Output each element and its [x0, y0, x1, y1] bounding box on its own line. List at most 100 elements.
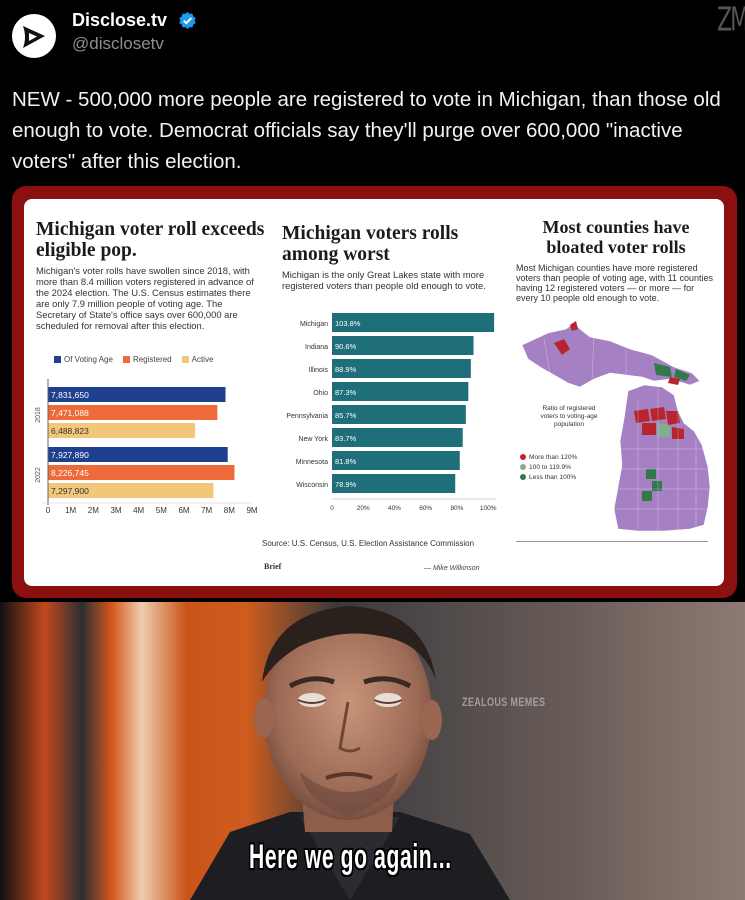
panel1-legend: Of Voting Age Registered Active — [54, 355, 213, 364]
x-tick-label: 0 — [330, 505, 334, 512]
legend-label: More than 120% — [529, 454, 578, 461]
legend-item: Active — [181, 355, 214, 364]
bar — [332, 451, 460, 470]
legend-item: Of Voting Age — [54, 355, 113, 364]
bar — [332, 336, 474, 355]
source-note: Source: U.S. Census, U.S. Election Assis… — [262, 539, 475, 548]
meme-caption: Here we go again... — [249, 838, 452, 876]
brand-logo: Brief — [264, 562, 282, 571]
x-tick-label: 20% — [357, 505, 370, 512]
category-label: Minnesota — [296, 459, 328, 466]
legend-swatch — [54, 356, 61, 363]
category-label: Illinois — [309, 367, 329, 374]
bar-label: 78.9% — [335, 480, 357, 489]
x-tick-label: 9M — [246, 506, 257, 515]
bar-label: 81.8% — [335, 457, 357, 466]
panel3-description: Most Michigan counties have more registe… — [516, 263, 713, 303]
county-high — [666, 411, 680, 425]
x-tick-label: 4M — [133, 506, 144, 515]
michigan-county-map — [521, 321, 711, 532]
upper-peninsula — [521, 322, 701, 388]
bar-of-voting-age — [48, 387, 226, 402]
x-tick-label: 60% — [419, 505, 432, 512]
bar-active — [48, 483, 214, 498]
category-label: Ohio — [313, 390, 328, 397]
group-label: 2018 — [35, 407, 42, 423]
byline: — Mike Wilkinson — [424, 565, 480, 572]
bar — [332, 474, 456, 493]
x-tick-label: 80% — [450, 505, 463, 512]
panel1-title: Michigan voter roll exceeds eligible pop… — [36, 219, 265, 261]
bar — [332, 405, 466, 424]
voter-roll-bar-chart: 7,831,650 7,471,088 6,488,823 2018 7,927,890… — [35, 379, 258, 515]
county-low — [654, 363, 672, 377]
bar-label: 7,927,890 — [51, 450, 89, 460]
legend-label: 100 to 119.9% — [529, 464, 572, 471]
county-low — [646, 469, 656, 479]
legend-item: Registered — [122, 355, 172, 364]
legend-dot — [520, 474, 526, 481]
panel1-description: Michigan's voter rolls have swollen sinc… — [36, 265, 254, 331]
county-low — [674, 369, 690, 381]
panel3-divider — [516, 541, 708, 542]
x-tick-label: 1M — [65, 506, 76, 515]
great-lakes-bar-chart: Michigan 103.8% Indiana 90.6% Illinois 88.9% O… — [286, 313, 497, 512]
category-label: Wisconsin — [296, 482, 328, 489]
map-legend-item: 100 to 119.9% — [520, 463, 577, 473]
bar-label: 7,831,650 — [51, 390, 89, 400]
bar-label: 7,297,900 — [51, 486, 89, 496]
bar — [332, 428, 463, 447]
bar — [332, 382, 469, 401]
map-legend-item: More than 120% — [520, 453, 577, 463]
category-label: New York — [298, 436, 328, 443]
bar-label: 85.7% — [335, 411, 357, 420]
county-mid — [658, 423, 670, 437]
county-high — [668, 377, 680, 385]
map-legend-item: Less than 100% — [520, 473, 577, 483]
legend-swatch — [122, 356, 130, 363]
x-tick-label: 2M — [88, 506, 99, 515]
legend-label: Registered — [132, 355, 172, 364]
verified-badge-icon — [179, 11, 196, 30]
county-grid — [543, 336, 710, 531]
county-high — [642, 423, 656, 435]
bar-label: 6,488,823 — [51, 426, 89, 436]
bar-label: 88.9% — [335, 365, 357, 374]
infographic-card[interactable]: Michigan voter roll exceeds eligible pop… — [24, 199, 724, 586]
panel2-description: Michigan is the only Great Lakes state w… — [282, 269, 486, 291]
category-label: Michigan — [300, 321, 328, 328]
panel2-title: Michigan voters rolls among worst — [282, 223, 459, 265]
account-name[interactable]: Disclose.tv — [72, 10, 168, 30]
bar-label: 8,226,745 — [51, 468, 89, 478]
tweet-header: Disclose.tv @disclosetv ZM — [0, 0, 745, 70]
county-high — [554, 339, 570, 355]
x-tick-label: 7M — [201, 506, 212, 515]
county-high — [570, 321, 578, 331]
bar-label: 90.6% — [335, 342, 357, 351]
group-label: 2022 — [35, 467, 42, 483]
bar-label: 103.8% — [335, 319, 361, 328]
map-legend-title: Ratio of registered voters to voting-age… — [540, 405, 598, 428]
meme-image[interactable]: ZEALOUS MEMES Here we go again... — [0, 602, 745, 900]
x-tick-label: 40% — [388, 505, 401, 512]
county-low — [642, 491, 652, 501]
county-high — [634, 409, 650, 423]
bar — [332, 359, 471, 378]
county-low — [652, 481, 662, 491]
disclose-logo-icon[interactable] — [12, 14, 56, 58]
legend-label: Active — [191, 355, 214, 364]
x-tick-label: 8M — [224, 506, 235, 515]
bar-label: 7,471,088 — [51, 408, 89, 418]
bar-active — [48, 423, 196, 438]
account-handle[interactable]: @disclosetv — [72, 34, 164, 53]
x-tick-label: 6M — [178, 506, 189, 515]
bar — [332, 313, 495, 332]
bar-of-voting-age — [48, 447, 228, 462]
legend-dot — [520, 464, 526, 471]
man-looking-up-illustration — [190, 606, 510, 900]
category-label: Indiana — [305, 344, 328, 351]
legend-label: Of Voting Age — [64, 355, 113, 364]
bar-label: 83.7% — [335, 434, 357, 443]
bar-registered — [48, 465, 235, 480]
legend-dot — [520, 454, 526, 461]
